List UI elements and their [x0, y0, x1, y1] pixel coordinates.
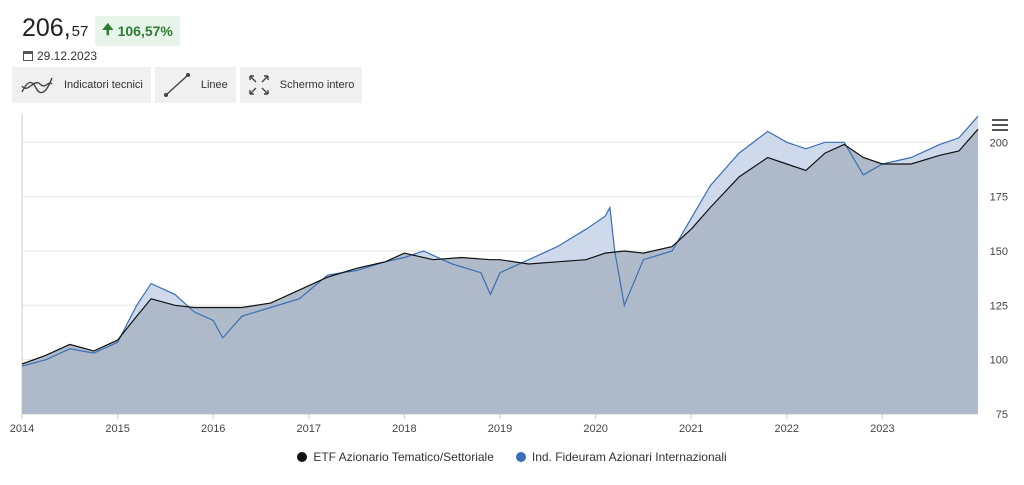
- indicators-icon: [21, 77, 53, 94]
- y-tick-200: 200: [990, 137, 1008, 149]
- x-tick-2014: 2014: [10, 423, 34, 435]
- overlap-area: [22, 129, 978, 414]
- y-tick-175: 175: [990, 192, 1008, 204]
- fullscreen-button[interactable]: Schermo intero: [239, 67, 363, 103]
- index-line: [21, 115, 979, 367]
- performance-chart: 75 100 125 150 175 200 2014 2015 2016 2017 2018 201…: [10, 114, 1008, 435]
- legend-item-index[interactable]: Ind. Fideuram Azionari Internazionali: [515, 450, 727, 464]
- x-tick-2018: 2018: [392, 423, 416, 435]
- etf-line: [21, 128, 979, 365]
- x-tick-2020: 2020: [583, 423, 607, 435]
- line-tool-icon: [163, 73, 190, 97]
- legend-label-index: Ind. Fideuram Azionari Internazionali: [531, 450, 727, 464]
- chart-toolbar: Indicatori tecnici Linee Schermo intero: [12, 67, 363, 103]
- change-badge: 🠉 106,57%: [95, 16, 180, 46]
- current-price: 206, 57: [22, 14, 88, 43]
- legend-item-etf[interactable]: ETF Azionario Tematico/Settoriale: [297, 450, 494, 464]
- y-tick-125: 125: [990, 300, 1008, 312]
- price-date: 29.12.2023: [23, 49, 97, 63]
- price-decimal: 57: [71, 23, 89, 40]
- legend-label-etf: ETF Azionario Tematico/Settoriale: [313, 450, 494, 464]
- lines-label: Linee: [200, 79, 228, 91]
- technical-indicators-button[interactable]: Indicatori tecnici: [12, 67, 151, 103]
- price-integer: 206,: [22, 14, 71, 42]
- x-tick-2021: 2021: [679, 423, 703, 435]
- date-value: 29.12.2023: [37, 49, 98, 63]
- y-tick-100: 100: [990, 355, 1008, 367]
- chart-menu-icon[interactable]: [992, 119, 1008, 134]
- chart-legend: ETF Azionario Tematico/Settoriale Ind. F…: [0, 450, 1024, 464]
- indicators-label: Indicatori tecnici: [64, 79, 143, 91]
- x-tick-2022: 2022: [775, 423, 799, 435]
- calendar-icon: [23, 51, 33, 61]
- fullscreen-icon: [249, 75, 269, 95]
- arrow-up-icon: 🠉: [102, 21, 114, 37]
- fullscreen-label: Schermo intero: [279, 79, 355, 91]
- x-tick-2017: 2017: [297, 423, 321, 435]
- x-tick-2019: 2019: [488, 423, 512, 435]
- y-tick-150: 150: [990, 246, 1008, 258]
- etf-dot-icon: [297, 452, 308, 462]
- x-tick-2015: 2015: [105, 423, 129, 435]
- index-dot-icon: [515, 452, 526, 462]
- x-tick-2016: 2016: [201, 423, 225, 435]
- y-tick-75: 75: [996, 409, 1008, 421]
- x-tick-2023: 2023: [870, 423, 894, 435]
- change-value: 106,57%: [117, 23, 173, 39]
- lines-button[interactable]: Linee: [154, 67, 236, 103]
